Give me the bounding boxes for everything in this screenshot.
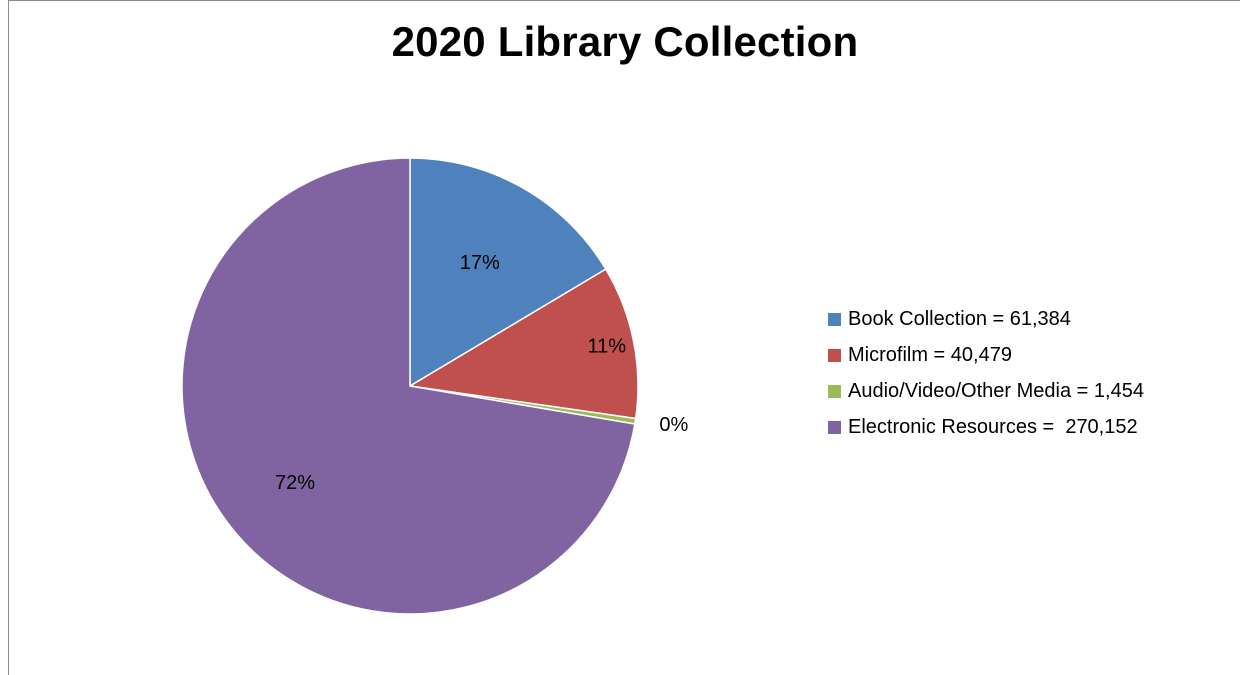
legend-item-2: Audio/Video/Other Media = 1,454 bbox=[828, 373, 1144, 409]
pie-slice-1 bbox=[407, 268, 639, 420]
chart-legend: Book Collection = 61,384 Microfilm = 40,4… bbox=[828, 301, 1144, 445]
chart-title: 2020 Library Collection bbox=[391, 18, 859, 65]
legend-item-3: Electronic Resources = 270,152 bbox=[828, 409, 1144, 445]
legend-label-0: Book Collection = 61,384 bbox=[848, 307, 1071, 330]
legend-item-0: Book Collection = 61,384 bbox=[828, 301, 1144, 337]
pie-slice-label-0: 17% bbox=[460, 252, 500, 274]
legend-label-2: Audio/Video/Other Media = 1,454 bbox=[848, 379, 1144, 402]
legend-swatch-2 bbox=[828, 384, 841, 398]
pie-slice-0 bbox=[409, 157, 607, 388]
pie-slice-label-2: 0% bbox=[659, 414, 688, 436]
legend-swatch-1 bbox=[828, 348, 841, 362]
chart-frame bbox=[8, 0, 1240, 675]
legend-item-1: Microfilm = 40,479 bbox=[828, 337, 1144, 373]
pie-slice-label-1: 11% bbox=[587, 336, 626, 358]
legend-swatch-3 bbox=[828, 420, 841, 434]
legend-label-3: Electronic Resources = 270,152 bbox=[848, 415, 1138, 438]
pie-slice-label-3: 72% bbox=[275, 472, 315, 494]
pie-slice-3 bbox=[181, 157, 636, 615]
legend-label-1: Microfilm = 40,479 bbox=[848, 343, 1012, 366]
legend-swatch-0 bbox=[828, 312, 841, 326]
pie-slice-labels: 17% 11% 0% 72% bbox=[275, 252, 688, 494]
pie-slices bbox=[181, 157, 639, 615]
